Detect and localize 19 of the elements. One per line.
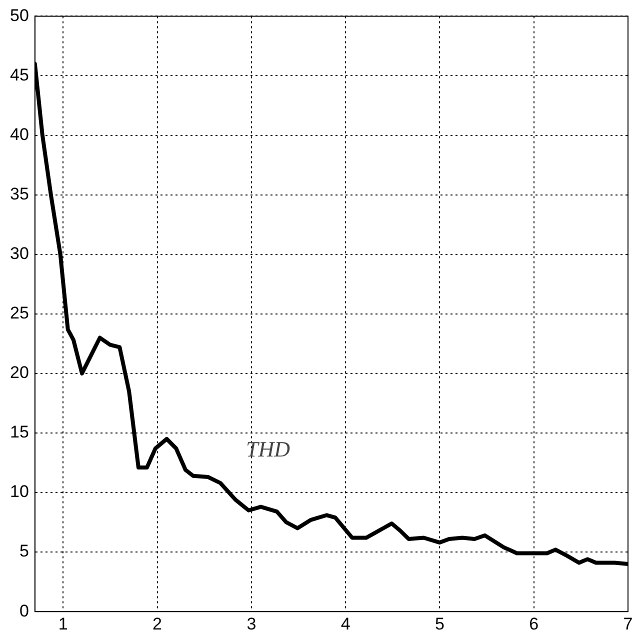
y-tick-label: 35	[10, 184, 29, 204]
x-tick-label: 2	[152, 614, 162, 634]
x-tick-label: 1	[58, 614, 68, 634]
x-tick-label: 4	[340, 614, 350, 634]
x-tick-label: 5	[434, 614, 444, 634]
y-tick-label: 25	[10, 304, 29, 323]
y-tick-label: 30	[10, 244, 29, 264]
y-tick-label: 20	[10, 363, 29, 382]
x-tick-label: 7	[623, 614, 633, 634]
y-tick-label: 5	[19, 542, 29, 561]
y-tick-label: 0	[19, 601, 29, 620]
y-tick-label: 40	[10, 124, 29, 144]
annotation: THD	[246, 436, 290, 462]
x-tick-label: 3	[246, 614, 256, 634]
y-tick-label: 15	[10, 422, 29, 442]
x-tick-label: 6	[529, 614, 539, 634]
y-tick-label: 50	[10, 6, 29, 25]
y-tick-label: 10	[10, 482, 29, 502]
y-tick-label: 45	[10, 65, 29, 84]
